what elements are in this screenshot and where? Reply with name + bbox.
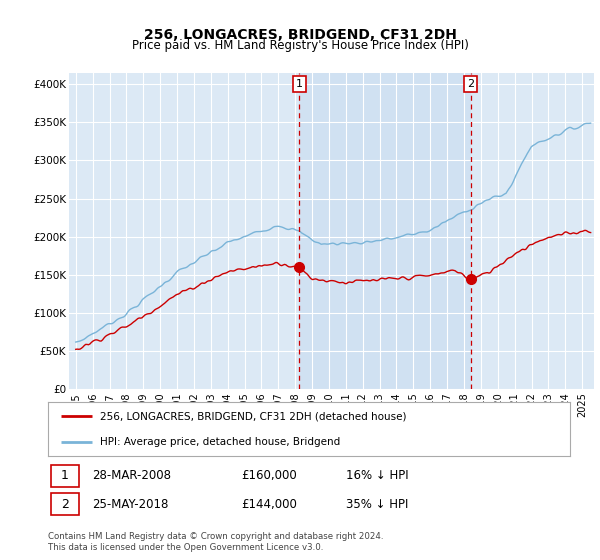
Text: 2: 2 (61, 498, 69, 511)
Text: 25-MAY-2018: 25-MAY-2018 (92, 498, 169, 511)
Text: 256, LONGACRES, BRIDGEND, CF31 2DH (detached house): 256, LONGACRES, BRIDGEND, CF31 2DH (deta… (100, 412, 407, 421)
Bar (299, 73, 471, 389)
Text: Contains HM Land Registry data © Crown copyright and database right 2024.
This d: Contains HM Land Registry data © Crown c… (48, 533, 383, 552)
Text: HPI: Average price, detached house, Bridgend: HPI: Average price, detached house, Brid… (100, 437, 340, 446)
Text: 35% ↓ HPI: 35% ↓ HPI (346, 498, 408, 511)
Text: Price paid vs. HM Land Registry's House Price Index (HPI): Price paid vs. HM Land Registry's House … (131, 39, 469, 53)
Text: 256, LONGACRES, BRIDGEND, CF31 2DH: 256, LONGACRES, BRIDGEND, CF31 2DH (143, 28, 457, 42)
FancyBboxPatch shape (50, 493, 79, 515)
Text: 28-MAR-2008: 28-MAR-2008 (92, 469, 172, 482)
Text: 1: 1 (296, 79, 303, 89)
FancyBboxPatch shape (50, 465, 79, 487)
Text: 16% ↓ HPI: 16% ↓ HPI (346, 469, 408, 482)
Text: 1: 1 (61, 469, 69, 482)
Text: £144,000: £144,000 (241, 498, 297, 511)
Text: 2: 2 (467, 79, 475, 89)
Text: £160,000: £160,000 (241, 469, 297, 482)
